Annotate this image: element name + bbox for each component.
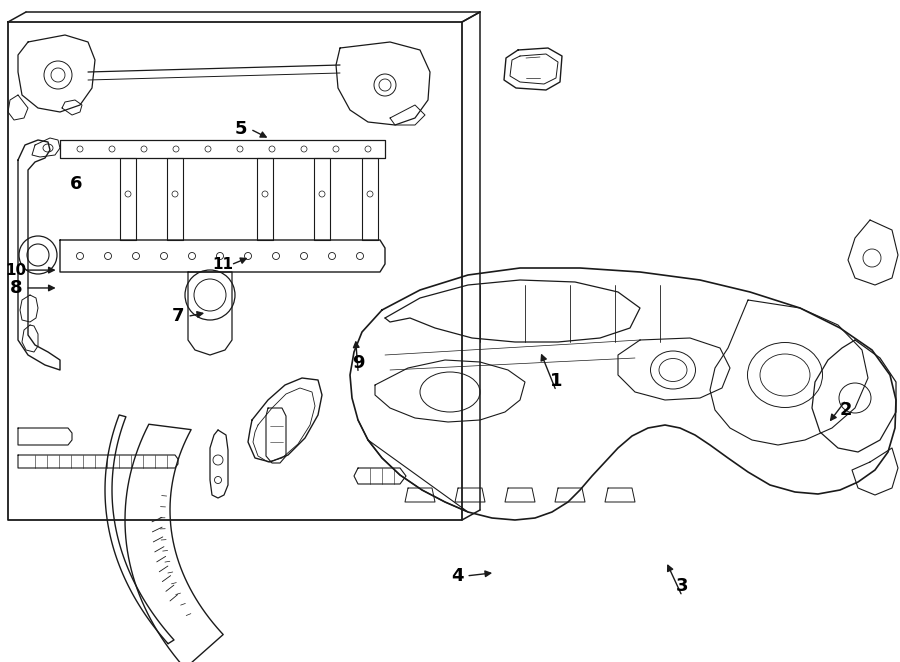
Text: 11: 11 bbox=[212, 258, 234, 272]
Text: 10: 10 bbox=[5, 263, 27, 277]
Polygon shape bbox=[18, 428, 72, 445]
Text: 5: 5 bbox=[235, 120, 248, 138]
Polygon shape bbox=[350, 268, 896, 520]
Polygon shape bbox=[22, 325, 38, 352]
Polygon shape bbox=[18, 35, 95, 112]
Polygon shape bbox=[852, 448, 898, 495]
Polygon shape bbox=[125, 424, 223, 662]
Polygon shape bbox=[62, 100, 82, 115]
Polygon shape bbox=[504, 48, 562, 90]
Polygon shape bbox=[105, 415, 174, 643]
Polygon shape bbox=[20, 295, 38, 322]
Polygon shape bbox=[362, 158, 378, 240]
Text: 9: 9 bbox=[352, 354, 365, 372]
Polygon shape bbox=[354, 468, 406, 484]
Polygon shape bbox=[848, 220, 898, 285]
Text: 3: 3 bbox=[676, 577, 688, 595]
Polygon shape bbox=[120, 158, 136, 240]
Text: 6: 6 bbox=[70, 175, 83, 193]
Polygon shape bbox=[257, 158, 273, 240]
Polygon shape bbox=[18, 455, 178, 468]
Polygon shape bbox=[605, 488, 635, 502]
Polygon shape bbox=[210, 430, 228, 498]
Text: 8: 8 bbox=[10, 279, 22, 297]
Polygon shape bbox=[8, 95, 28, 120]
Polygon shape bbox=[167, 158, 183, 240]
Polygon shape bbox=[266, 408, 286, 463]
Polygon shape bbox=[314, 158, 330, 240]
Polygon shape bbox=[455, 488, 485, 502]
Polygon shape bbox=[18, 140, 60, 370]
Polygon shape bbox=[32, 138, 60, 157]
Polygon shape bbox=[555, 488, 585, 502]
Text: 4: 4 bbox=[451, 567, 464, 585]
Text: 7: 7 bbox=[172, 307, 184, 326]
Polygon shape bbox=[405, 488, 435, 502]
Polygon shape bbox=[188, 272, 232, 355]
Polygon shape bbox=[248, 378, 322, 462]
Polygon shape bbox=[60, 140, 385, 158]
Polygon shape bbox=[390, 105, 425, 125]
Text: 2: 2 bbox=[840, 401, 852, 420]
Polygon shape bbox=[336, 42, 430, 125]
Polygon shape bbox=[505, 488, 535, 502]
Polygon shape bbox=[60, 240, 385, 272]
Polygon shape bbox=[8, 22, 462, 520]
Text: 1: 1 bbox=[550, 371, 562, 390]
